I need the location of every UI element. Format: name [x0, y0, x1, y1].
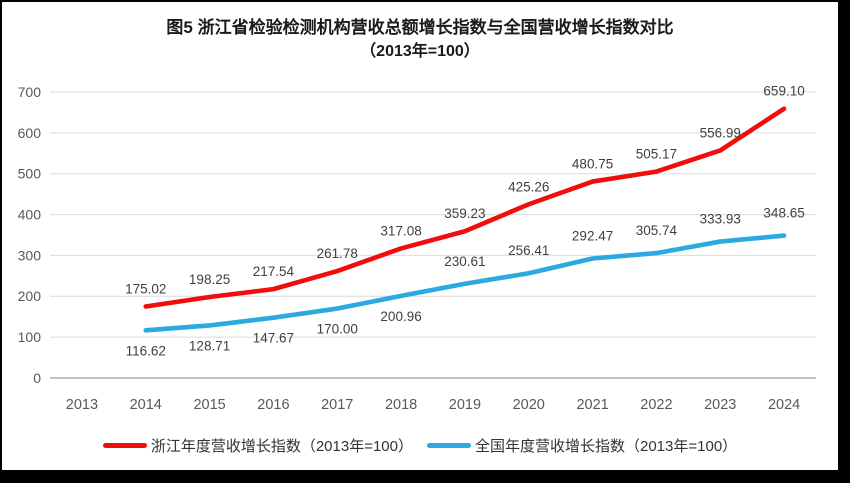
x-tick-label: 2024: [768, 397, 800, 413]
data-label: 659.10: [763, 84, 804, 99]
x-tick-label: 2023: [704, 397, 736, 413]
x-tick-label: 2018: [385, 397, 417, 413]
data-label: 359.23: [444, 206, 485, 221]
data-label: 292.47: [572, 229, 613, 244]
data-label: 128.71: [189, 338, 230, 353]
series-line-0: [143, 106, 787, 309]
data-label: 200.96: [380, 309, 421, 324]
data-label: 480.75: [572, 157, 613, 172]
data-label: 198.25: [189, 272, 230, 287]
data-label: 256.41: [508, 243, 549, 258]
data-label: 230.61: [444, 254, 485, 269]
legend-label-national: 全国年度营收增长指数（2013年=100）: [475, 438, 738, 455]
y-tick-label: 500: [18, 166, 42, 182]
legend-item-national: 全国年度营收增长指数（2013年=100）: [427, 435, 737, 456]
y-tick-label: 600: [18, 125, 42, 141]
data-label: 217.54: [253, 264, 295, 279]
chart-title: 图5 浙江省检验检测机构营收总额增长指数与全国营收增长指数对比 （2013年=1…: [2, 16, 838, 63]
data-label: 147.67: [253, 331, 294, 346]
legend-label-zhejiang: 浙江年度营收增长指数（2013年=100）: [150, 438, 413, 455]
y-tick-label: 400: [18, 206, 42, 222]
data-label: 116.62: [126, 343, 166, 358]
series-line-1: [143, 233, 787, 333]
data-label: 333.93: [700, 212, 741, 227]
data-label: 425.26: [508, 179, 549, 194]
data-label: 175.02: [125, 281, 166, 296]
legend: 浙江年度营收增长指数（2013年=100） 全国年度营收增长指数（2013年=1…: [2, 435, 838, 456]
y-tick-label: 200: [18, 288, 42, 304]
legend-item-zhejiang: 浙江年度营收增长指数（2013年=100）: [102, 435, 413, 456]
y-tick-label: 100: [18, 329, 42, 345]
x-tick-label: 2014: [130, 397, 162, 413]
x-tick-label: 2013: [66, 397, 98, 413]
line-chart-plot-area: 0 100 200 300 400 500 600 700 2013 2014 2015 2016 20…: [18, 84, 816, 413]
data-label: 348.65: [763, 206, 804, 221]
chart-title-line2: （2013年=100）: [360, 43, 480, 60]
data-label: 170.00: [317, 322, 358, 337]
data-label: 261.78: [317, 246, 358, 261]
x-tick-label: 2019: [449, 397, 481, 413]
x-tick-label: 2021: [576, 397, 608, 413]
legend-swatch-red-line-icon: [102, 443, 147, 448]
data-label: 505.17: [636, 147, 677, 162]
chart-title-line1: 图5 浙江省检验检测机构营收总额增长指数与全国营收增长指数对比: [166, 18, 674, 37]
x-tick-label: 2017: [321, 397, 353, 413]
x-tick-label: 2016: [257, 397, 289, 413]
x-tick-label: 2020: [513, 397, 545, 413]
data-label: 317.08: [380, 223, 421, 238]
data-label: 305.74: [636, 223, 678, 238]
y-tick-label: 700: [18, 84, 42, 100]
legend-swatch-blue-line-icon: [427, 443, 471, 448]
x-tick-label: 2015: [193, 397, 225, 413]
chart-canvas: 图5 浙江省检验检测机构营收总额增长指数与全国营收增长指数对比 （2013年=1…: [2, 2, 838, 470]
y-tick-label: 0: [33, 370, 41, 386]
x-tick-label: 2022: [640, 397, 672, 413]
data-label: 556.99: [700, 125, 741, 140]
y-tick-label: 300: [18, 247, 42, 263]
